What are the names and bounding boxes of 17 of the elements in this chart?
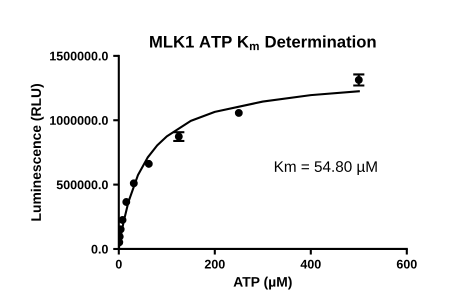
x-tick-label: 400 [300,260,321,269]
x-tick-label: 0 [116,260,122,269]
y-tick-label: 1000000.0 [50,116,108,125]
point [234,108,243,117]
point [118,216,126,224]
y-tick-label: 1500000.0 [50,52,108,61]
y-tick-label: 500000.0 [56,180,108,190]
y-axis-title: Luminescence (RLU) [30,84,44,221]
x-tick-label: 600 [396,260,417,269]
y-tick-label: 0.0 [92,244,108,254]
x-axis-title: ATP (µM) [234,276,292,290]
x-tick-label: 200 [204,260,225,269]
point [144,160,153,168]
annotation: Km = 54.80 µM [274,161,377,175]
point [130,179,138,188]
point [122,198,130,206]
chart-title: MLK1 ATP K$_{m}$ Determination [150,35,376,50]
